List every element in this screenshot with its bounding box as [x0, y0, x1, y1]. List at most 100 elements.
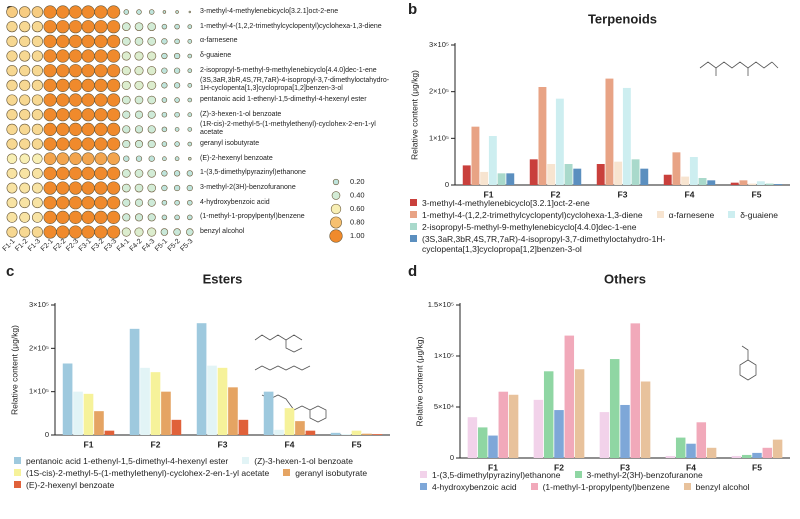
- dot: [106, 49, 121, 63]
- dot: [106, 181, 121, 195]
- dot: [122, 198, 131, 207]
- dot: [147, 37, 156, 46]
- bar: [748, 183, 757, 185]
- dot: [43, 20, 57, 34]
- dot: [68, 20, 83, 34]
- dot: [31, 79, 43, 91]
- dot: [187, 83, 193, 88]
- dot: [106, 5, 121, 19]
- legend-label: (1S-cis)-2-methyl-5-(1-methylethenyl)-cy…: [26, 468, 270, 478]
- x-tick-label: F2: [554, 462, 564, 472]
- y-tick-label: 2×10⁵: [429, 87, 449, 96]
- bar: [238, 419, 249, 435]
- dot: [161, 97, 168, 103]
- dot: [56, 181, 70, 195]
- legend-label: 3-methyl-2(3H)-benzofuranone: [586, 470, 703, 480]
- dot: [106, 20, 121, 34]
- bar: [274, 429, 284, 435]
- bar: [305, 430, 316, 435]
- dot: [188, 10, 191, 14]
- dot: [94, 93, 108, 107]
- dot: [81, 64, 95, 78]
- bar: [741, 454, 752, 458]
- row-label: benzyl alcohol: [200, 228, 245, 236]
- dot: [68, 64, 83, 78]
- bar: [471, 126, 480, 185]
- dot: [106, 196, 121, 210]
- dot: [19, 197, 31, 209]
- column-label: F1-1: [2, 238, 17, 253]
- x-tick-label: F4: [685, 189, 695, 199]
- bar: [73, 391, 83, 435]
- dot: [6, 197, 18, 209]
- legend-label: 1.00: [350, 231, 365, 240]
- bar: [477, 427, 488, 458]
- row-label: α-farnesene: [200, 37, 238, 45]
- dot: [43, 5, 57, 19]
- dot: [68, 5, 83, 19]
- row-label: geranyl isobutyrate: [200, 140, 260, 148]
- dot: [161, 67, 168, 74]
- legend-label: 0.80: [350, 217, 365, 226]
- row-label: (E)-2-hexenyl benzoate: [200, 154, 273, 162]
- dot: [106, 166, 121, 180]
- bar: [756, 181, 765, 185]
- legend-swatch: [14, 469, 21, 476]
- dot: [160, 228, 169, 236]
- legend-dot: [330, 203, 342, 215]
- dot: [68, 210, 83, 224]
- dot: [106, 78, 121, 92]
- legend-item: (Z)-3-hexen-1-ol benzoate: [242, 456, 353, 466]
- bar: [739, 180, 748, 185]
- dot: [6, 153, 18, 164]
- bar: [506, 173, 515, 185]
- panel-letter: d: [408, 263, 417, 280]
- dot: [31, 35, 43, 47]
- y-tick-label: 0: [445, 180, 449, 189]
- bar: [614, 161, 623, 185]
- dot: [186, 228, 194, 236]
- dot: [56, 108, 70, 122]
- legend-swatch: [14, 481, 21, 488]
- dot: [6, 182, 18, 194]
- dot: [122, 22, 131, 31]
- dot: [43, 137, 57, 151]
- dot: [121, 51, 131, 61]
- column-label: F5-1: [154, 238, 169, 253]
- dot: [147, 213, 156, 222]
- dot: [56, 137, 70, 151]
- dot: [186, 170, 193, 177]
- legend-label: (3S,3aR,3bR,4S,7R,7aR)-4-isopropyl-3,7-d…: [422, 234, 666, 254]
- bar: [94, 411, 104, 435]
- legend-swatch: [410, 211, 417, 218]
- dot: [106, 225, 121, 239]
- legend: 1-(3,5-dimethylpyrazinyl)ethanone 3-methy…: [420, 470, 795, 492]
- column-label: F3-1: [78, 238, 93, 253]
- dot: [81, 5, 95, 19]
- dot: [135, 155, 143, 162]
- row-label: 2-isopropyl-5-methyl-9-methylenebicyclo[…: [200, 66, 377, 74]
- y-tick-label: 1×10⁵: [434, 351, 454, 360]
- dot: [18, 6, 31, 18]
- legend-item: 1-methyl-4-(1,2,2-trimethylcyclopentyl)c…: [410, 210, 643, 220]
- dot: [122, 213, 131, 222]
- y-axis-label: Relative content (μg/kg): [9, 325, 19, 415]
- bar: [171, 419, 182, 435]
- dot: [68, 93, 83, 107]
- dot: [56, 122, 70, 136]
- legend-label: 1-methyl-4-(1,2,2-trimethylcyclopentyl)c…: [422, 210, 643, 220]
- x-tick-label: F4: [285, 439, 295, 449]
- column-label: F4-3: [141, 238, 156, 253]
- dot: [148, 9, 155, 15]
- dot: [148, 155, 155, 162]
- dot: [147, 140, 156, 149]
- dot: [81, 225, 95, 239]
- bar: [689, 157, 698, 185]
- bar: [696, 422, 707, 458]
- dot: [19, 35, 31, 47]
- column-label: F1-3: [27, 238, 42, 253]
- dot: [173, 228, 181, 236]
- dot: [68, 137, 83, 151]
- dot: [174, 23, 180, 30]
